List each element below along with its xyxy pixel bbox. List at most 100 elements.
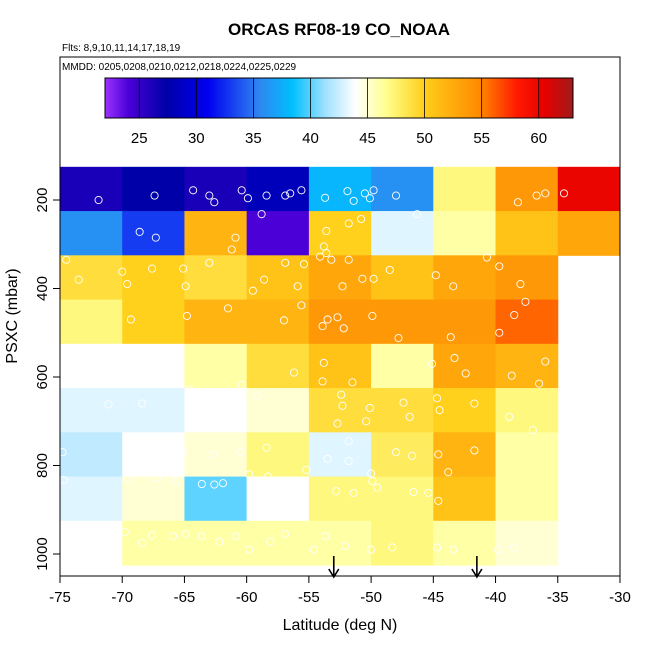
heatmap-cell [433, 432, 497, 478]
data-point [286, 189, 295, 198]
data-point [205, 191, 214, 200]
data-point [279, 316, 289, 325]
data-point [333, 419, 342, 428]
data-point [316, 252, 325, 261]
colorbar-tick-label: 35 [245, 130, 262, 147]
data-point [197, 532, 206, 541]
dates-label: MMDD: 0205,0208,0210,0212,0218,0224,0225… [62, 62, 297, 73]
heatmap-cell [246, 432, 310, 478]
data-point [150, 191, 159, 200]
data-point [321, 193, 330, 202]
x-axis-label: Latitude (deg N) [283, 617, 398, 634]
data-point [444, 468, 453, 477]
data-point [344, 219, 353, 228]
data-point [263, 472, 272, 481]
arrow-head [328, 568, 340, 579]
arrow-markers [328, 556, 483, 579]
data-point [357, 214, 366, 224]
data-point [461, 369, 470, 378]
heatmap-cell [60, 211, 123, 256]
data-point [424, 488, 433, 497]
data-point [181, 530, 190, 539]
heatmap-cell [122, 255, 185, 301]
heatmap-cell [246, 388, 310, 433]
data-point [367, 469, 376, 478]
heatmap-cell [122, 343, 185, 389]
data-point [391, 448, 401, 457]
heatmap-cell [371, 520, 434, 566]
heatmap-cell [557, 211, 620, 256]
data-point [337, 390, 346, 399]
data-point [123, 473, 132, 482]
data-point [218, 479, 228, 488]
y-axis-label: PSXC (mbar) [4, 268, 21, 363]
data-point [368, 476, 377, 486]
heatmap-cell [184, 343, 248, 389]
data-point [369, 274, 378, 283]
heatmap-cell [433, 388, 497, 433]
heatmap-cell [184, 166, 248, 212]
data-point [323, 315, 332, 324]
data-point [223, 304, 233, 313]
heatmap-cell [122, 476, 185, 522]
data-point [510, 543, 519, 552]
data-point [434, 450, 443, 459]
heatmap-cell [60, 476, 123, 522]
data-point [399, 398, 408, 407]
data-point [505, 412, 514, 421]
heatmap-cell [433, 211, 497, 256]
y-tick-label: 200 [34, 187, 51, 212]
heatmap-cell [495, 520, 559, 566]
heatmap-cell [495, 343, 559, 389]
colorbar-tick-label: 30 [188, 130, 205, 147]
data-point [169, 532, 178, 541]
heatmap-cell [246, 255, 310, 301]
data-point [215, 537, 224, 546]
data-point [281, 191, 290, 200]
heatmap-cell [495, 299, 559, 345]
data-point [344, 457, 353, 466]
x-tick-label: -50 [360, 589, 382, 606]
data-point [182, 311, 191, 320]
x-tick-label: -35 [547, 589, 569, 606]
data-point [318, 377, 327, 386]
heatmap-cell [557, 166, 620, 212]
heatmap-cell [184, 432, 248, 478]
colorbar-tick-label: 45 [359, 130, 376, 147]
heatmap-cell [122, 211, 185, 256]
colorbar-tick-label: 25 [131, 130, 148, 147]
heatmap-cell [371, 211, 434, 256]
heatmap-cell [246, 343, 310, 389]
data-point [94, 195, 103, 205]
heatmap-cell [371, 388, 434, 433]
heatmap-cell [308, 520, 372, 566]
arrow-head [471, 568, 483, 579]
data-point [339, 324, 348, 333]
heatmap-cell [495, 166, 559, 212]
data-point [262, 191, 271, 200]
data-point [266, 537, 275, 546]
data-point [189, 186, 198, 195]
data-point [309, 545, 318, 554]
data-point [148, 264, 157, 273]
data-point [349, 196, 358, 205]
x-tick-label: -75 [49, 589, 71, 606]
chart-title: ORCAS RF08-19 CO_NOAA [228, 20, 450, 39]
x-tick-label: -60 [236, 589, 258, 606]
data-point [153, 473, 162, 482]
data-point [431, 271, 440, 280]
data-point [470, 446, 479, 455]
heatmap-cell [433, 255, 497, 301]
heatmap-cell [246, 520, 310, 566]
data-point [449, 282, 458, 291]
data-point [360, 189, 369, 198]
data-point [210, 480, 219, 489]
data-point [252, 391, 261, 400]
heatmap-cell [308, 166, 372, 212]
data-point [323, 454, 332, 463]
data-point [373, 483, 382, 492]
data-point [171, 476, 180, 486]
data-point [365, 403, 374, 413]
data-point [236, 448, 245, 457]
data-point [434, 496, 443, 505]
